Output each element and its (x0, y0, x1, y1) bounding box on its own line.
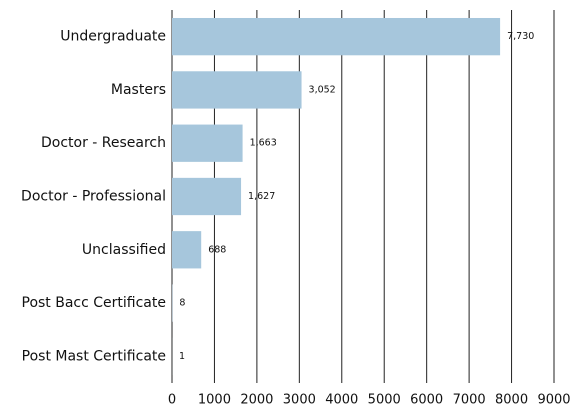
x-tick-label: 4000 (325, 393, 358, 408)
x-tick-label: 3000 (283, 393, 316, 408)
y-tick-label: Unclassified (82, 242, 166, 258)
value-label: 688 (208, 244, 226, 255)
y-tick-label: Masters (111, 82, 166, 98)
y-tick-label: Doctor - Research (41, 135, 166, 151)
y-tick-label: Post Bacc Certificate (22, 295, 167, 311)
bar (172, 177, 242, 216)
x-tick-label: 8000 (495, 393, 528, 408)
x-tick-label: 9000 (537, 393, 570, 408)
x-tick-label: 2000 (240, 393, 273, 408)
x-tick-label: 7000 (453, 393, 486, 408)
y-tick-label: Doctor - Professional (21, 189, 166, 205)
x-tick-label: 5000 (368, 393, 401, 408)
value-label: 1,627 (248, 191, 275, 202)
value-label: 8 (179, 298, 185, 309)
value-label: 7,730 (507, 31, 534, 42)
bar (172, 231, 202, 269)
y-tick-label: Post Mast Certificate (22, 348, 166, 364)
y-tick-label: Undergraduate (60, 29, 166, 45)
value-label: 3,052 (309, 84, 336, 95)
x-tick-label: 0 (168, 393, 176, 408)
x-tick-label: 6000 (410, 393, 443, 408)
value-label: 1 (179, 351, 185, 362)
x-tick-label: 1000 (198, 393, 231, 408)
bar (172, 124, 243, 162)
bar (172, 17, 501, 56)
value-label: 1,663 (250, 138, 277, 149)
bar (172, 71, 302, 109)
